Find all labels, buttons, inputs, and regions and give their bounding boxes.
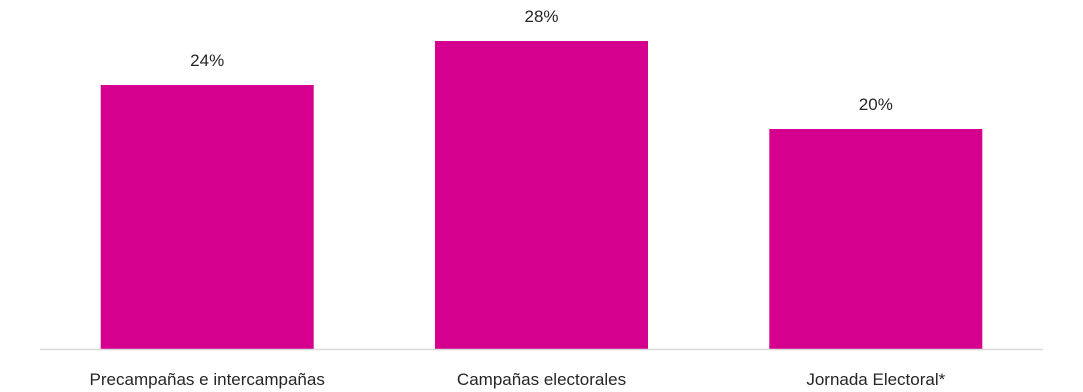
bar-1 [100,85,314,349]
data-label-1: 24% [190,51,224,70]
x-tick-labels-group: Precampañas e intercampañas Campañas elec… [90,370,946,389]
bar-3 [769,129,983,349]
bar-2 [435,41,648,349]
x-tick-label-2: Campañas electorales [457,370,626,389]
bars-group [100,41,983,349]
x-tick-label-3: Jornada Electoral* [806,370,945,389]
x-tick-label-1: Precampañas e intercampañas [90,370,325,389]
data-labels-group: 24% 28% 20% [190,7,893,114]
data-label-3: 20% [859,95,893,114]
data-label-2: 28% [524,7,558,26]
